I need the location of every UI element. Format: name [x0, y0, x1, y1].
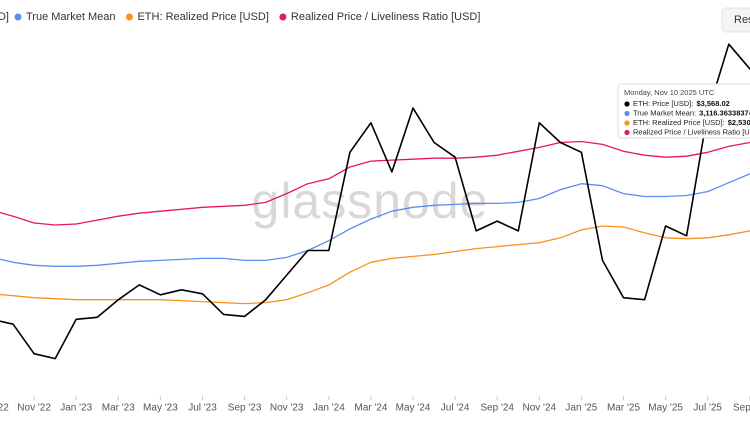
tooltip-swatch [624, 120, 630, 126]
x-tick-label: Mar '24 [354, 403, 387, 414]
tooltip-label: Realized Price / Liveliness Ratio [USD]: [633, 127, 750, 136]
series-line [0, 173, 750, 267]
x-tick-label: Jan '23 [60, 403, 92, 414]
tooltip-title: Monday, Nov 10 2025 UTC [624, 88, 715, 97]
x-tick-label: Jan '25 [565, 403, 597, 414]
x-tick-label: Nov '22 [17, 403, 51, 414]
legend-label: ETH: Price [USD] [0, 11, 9, 23]
series-line [0, 140, 750, 226]
x-tick-label: Sep '24 [480, 403, 514, 414]
x-tick-label: Mar '25 [607, 403, 640, 414]
x-tick-label: Mar '23 [102, 403, 135, 414]
x-tick-label: May '23 [143, 403, 178, 414]
tooltip-box [617, 83, 750, 139]
legend-label: ETH: Realized Price [USD] [137, 11, 268, 23]
tooltip-swatch [624, 129, 630, 136]
legend-swatch [125, 13, 133, 21]
tooltip-swatch [624, 101, 630, 107]
tooltip-label: ETH: Price [USD]: [633, 99, 693, 108]
legend-label: True Market Mean [26, 11, 115, 23]
tooltip-value: 3,116.36338374 [699, 108, 750, 117]
x-tick-label: Jul '24 [441, 403, 470, 414]
series-line [0, 43, 750, 360]
x-tick-label: Jul '23 [188, 403, 217, 414]
legend-swatch [279, 13, 287, 21]
x-tick-label: Sep '23 [228, 403, 262, 414]
x-tick-label: May '24 [396, 403, 431, 414]
x-tick-label: May '25 [648, 403, 683, 414]
x-tick-label: Nov '24 [523, 403, 557, 414]
reset-button[interactable] [721, 7, 750, 33]
legend-label: Realized Price / Liveliness Ratio [USD] [291, 11, 481, 23]
x-tick-label: Sep '25 [733, 403, 750, 414]
series-line [0, 225, 750, 305]
tooltip-label: ETH: Realized Price [USD]: [633, 118, 725, 127]
x-tick-label: Sep '22 [0, 403, 9, 414]
tooltip-value: $3,568.02 [696, 99, 729, 108]
watermark: glassnode [252, 173, 489, 229]
x-tick-label: Jan '24 [313, 403, 345, 414]
tooltip-label: True Market Mean: [633, 108, 696, 117]
tooltip-value: $2,530.15 [728, 118, 750, 127]
x-tick-label: Jul '25 [693, 403, 722, 414]
x-tick-label: Nov '23 [270, 403, 304, 414]
tooltip-swatch [624, 110, 630, 117]
reset-label[interactable]: Reset [734, 14, 750, 26]
legend-swatch [14, 13, 22, 21]
